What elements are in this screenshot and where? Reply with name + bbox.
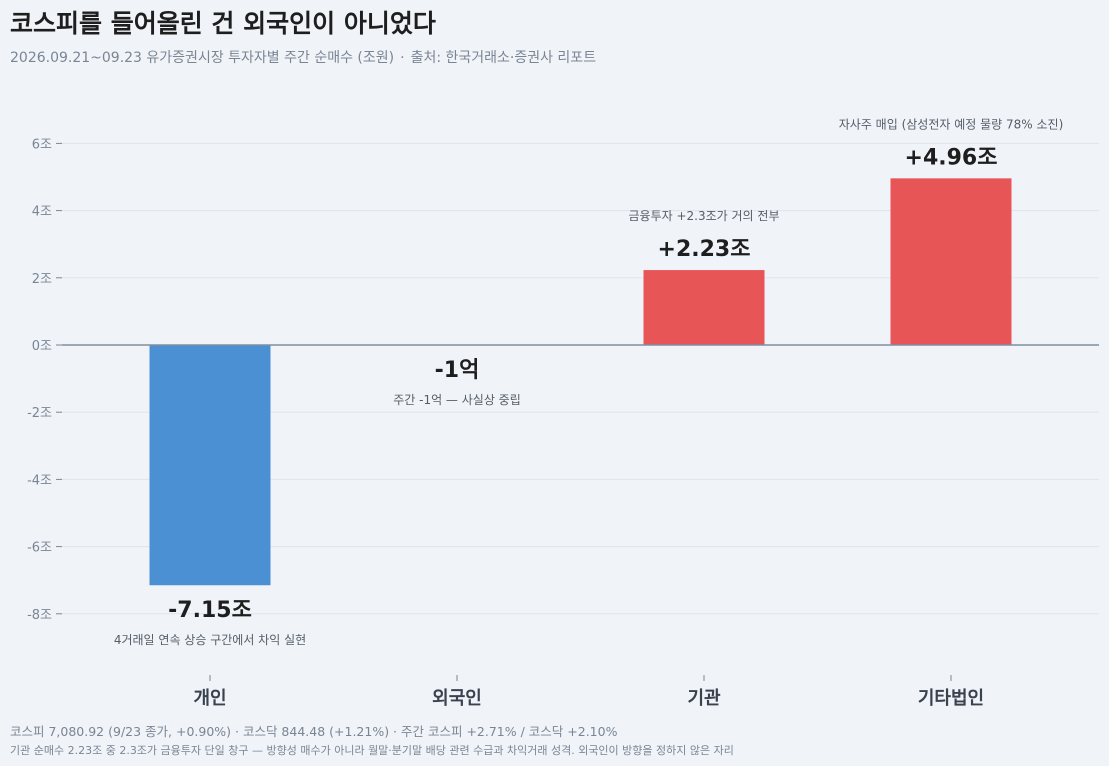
x-tick-label-3: 기관 xyxy=(687,688,721,709)
y-tick-label: 4조 xyxy=(32,205,52,220)
note-label-3: 금융투자 +2.3조가 거의 전부 xyxy=(629,209,780,223)
y-tick-label: -8조 xyxy=(27,608,52,623)
note-label-2: 주간 -1억 — 사실상 중립 xyxy=(393,393,521,407)
bar-4 xyxy=(890,178,1012,345)
y-axis-ticks: -8조 -6조 -4조 -2조 0조 2조 4조 6조 xyxy=(27,137,62,623)
bar-3 xyxy=(643,270,765,345)
y-tick-label: 0조 xyxy=(32,339,52,354)
y-tick-label: -4조 xyxy=(27,473,52,488)
value-label-1: -7.15조 xyxy=(168,598,252,623)
subtitle-period: 2026.09.21~09.23 유가증권시장 투자자별 주간 순매수 (조원) xyxy=(10,50,395,66)
footer-note: 기관 순매수 2.23조 중 2.3조가 금융투자 단일 창구 — 방향성 매수… xyxy=(10,744,734,757)
subtitle-source: 출처: 한국거래소·증권사 리포트 xyxy=(410,50,597,66)
note-label-4: 자사주 매입 (삼성전자 예정 물량 78% 소진) xyxy=(839,117,1064,131)
value-label-4: +4.96조 xyxy=(905,145,998,170)
footer-market-summary: 코스피 7,080.92 (9/23 종가, +0.90%) · 코스닥 844… xyxy=(10,724,618,739)
bar-1 xyxy=(149,345,271,586)
bars xyxy=(149,178,1012,586)
y-tick-label: -2조 xyxy=(27,406,52,421)
x-tick-label-2: 외국인 xyxy=(432,688,482,709)
y-tick-label: -6조 xyxy=(27,541,52,556)
y-tick-label: 6조 xyxy=(32,137,52,152)
chart-subtitle: 2026.09.21~09.23 유가증권시장 투자자별 주간 순매수 (조원)… xyxy=(10,50,597,66)
x-tick-label-1: 개인 xyxy=(193,688,226,709)
x-axis-ticks: 개인 외국인 기관 기타법인 xyxy=(193,675,984,709)
x-tick-label-4: 기타법인 xyxy=(918,688,984,709)
value-label-2: -1억 xyxy=(435,358,480,383)
chart-title: 코스피를 들어올린 건 외국인이 아니었다 xyxy=(10,9,436,38)
value-label-3: +2.23조 xyxy=(658,237,751,262)
y-tick-label: 2조 xyxy=(32,272,52,287)
note-label-1: 4거래일 연속 상승 구간에서 차익 실현 xyxy=(114,633,306,647)
